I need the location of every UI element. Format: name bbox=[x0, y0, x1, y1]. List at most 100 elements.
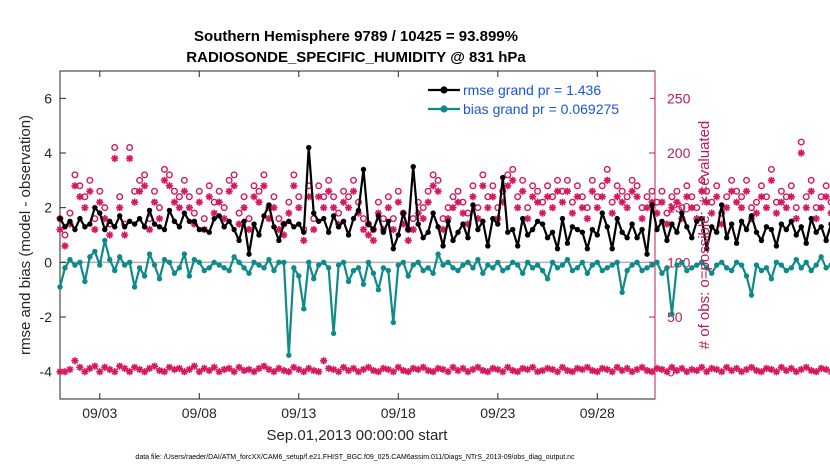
bias-point bbox=[161, 256, 168, 263]
y-right-tick-label: 0 bbox=[667, 364, 675, 380]
obs-evaluated-marker bbox=[165, 182, 174, 190]
obs-lower-marker bbox=[434, 364, 442, 372]
bias-point bbox=[485, 262, 491, 268]
obs-evaluated-marker bbox=[484, 204, 492, 212]
bias-series bbox=[57, 237, 830, 358]
obs-lower-marker bbox=[529, 363, 537, 371]
rmse-point bbox=[723, 235, 730, 241]
bias-point bbox=[181, 251, 188, 257]
obs-lower-marker bbox=[404, 368, 412, 376]
rmse-point bbox=[713, 229, 720, 235]
obs-possible-marker bbox=[698, 176, 706, 184]
rmse-point bbox=[639, 226, 645, 233]
bias-point bbox=[778, 262, 785, 268]
rmse-point bbox=[196, 226, 202, 233]
obs-evaluated-marker bbox=[802, 204, 810, 212]
bias-point bbox=[614, 259, 620, 266]
bias-point bbox=[271, 267, 277, 274]
bias-point bbox=[539, 267, 546, 274]
rmse-point bbox=[166, 207, 173, 214]
obs-lower-marker bbox=[210, 363, 218, 371]
obs-evaluated-marker bbox=[354, 209, 363, 217]
obs-evaluated-marker bbox=[638, 215, 646, 223]
obs-lower-marker bbox=[822, 365, 830, 374]
obs-lower-marker bbox=[459, 364, 467, 372]
obs-evaluated-marker bbox=[732, 198, 741, 206]
obs-evaluated-marker bbox=[663, 220, 671, 228]
obs-possible-marker bbox=[379, 215, 387, 223]
rmse-point bbox=[370, 226, 377, 233]
rmse-point bbox=[505, 229, 511, 235]
obs-lower-marker bbox=[568, 368, 577, 376]
obs-lower-marker bbox=[354, 368, 363, 376]
obs-lower-marker bbox=[703, 368, 711, 376]
obs-lower-marker bbox=[359, 365, 368, 374]
obs-possible-marker bbox=[195, 187, 203, 195]
rmse-point bbox=[325, 229, 332, 235]
obs-evaluated-marker bbox=[235, 220, 243, 228]
rmse-point bbox=[82, 224, 88, 230]
legend-bias-label: bias grand pr = 0.069275 bbox=[463, 101, 619, 117]
bias-point bbox=[495, 259, 501, 266]
obs-evaluated-marker bbox=[538, 209, 547, 217]
obs-evaluated-marker bbox=[81, 204, 89, 212]
obs-evaluated-marker bbox=[444, 215, 452, 223]
rmse-point bbox=[758, 237, 765, 244]
rmse-point bbox=[430, 210, 436, 216]
obs-possible-marker bbox=[534, 187, 542, 195]
bias-point bbox=[664, 265, 670, 271]
bias-point bbox=[529, 265, 536, 271]
obs-lower-marker bbox=[389, 368, 397, 376]
bias-point bbox=[564, 256, 571, 263]
rmse-point bbox=[395, 232, 401, 238]
bias-point bbox=[559, 262, 566, 268]
bias-point bbox=[679, 259, 685, 266]
rmse-point bbox=[728, 221, 735, 227]
obs-evaluated-marker bbox=[653, 209, 661, 217]
obs-lower-marker bbox=[200, 364, 208, 372]
bias-point bbox=[186, 273, 193, 279]
rmse-point bbox=[206, 229, 212, 235]
obs-possible-marker bbox=[618, 187, 626, 195]
plot-area bbox=[59, 70, 656, 400]
obs-lower-marker bbox=[369, 366, 378, 375]
rmse-point bbox=[320, 215, 327, 222]
y-tick-label: -2 bbox=[40, 309, 53, 325]
obs-evaluated-marker bbox=[230, 182, 238, 190]
obs-lower-marker bbox=[165, 363, 174, 371]
obs-lower-marker bbox=[708, 364, 716, 372]
obs-possible-marker bbox=[419, 204, 427, 212]
obs-possible-marker bbox=[126, 144, 134, 152]
obs-lower-marker bbox=[106, 365, 114, 374]
rmse-point bbox=[763, 224, 770, 230]
bias-point bbox=[584, 270, 591, 276]
obs-lower-marker bbox=[509, 366, 517, 375]
obs-possible-marker bbox=[743, 176, 751, 184]
obs-lower-marker bbox=[449, 363, 457, 371]
bias-point bbox=[510, 259, 516, 266]
obs-evaluated-marker bbox=[792, 215, 800, 223]
obs-possible-marker bbox=[250, 182, 258, 190]
rmse-point bbox=[57, 215, 63, 222]
obs-lower-marker bbox=[364, 363, 373, 371]
bias-point bbox=[430, 270, 436, 276]
bias-point bbox=[599, 267, 605, 274]
obs-evaluated-marker bbox=[728, 187, 736, 195]
obs-evaluated-marker bbox=[180, 187, 188, 195]
rmse-point bbox=[141, 224, 148, 230]
obs-evaluated-marker bbox=[96, 198, 104, 206]
obs-lower-marker bbox=[394, 363, 402, 371]
bias-point bbox=[803, 259, 809, 266]
obs-evaluated-marker bbox=[598, 193, 606, 201]
obs-lower-marker bbox=[583, 363, 591, 371]
obs-lower-marker bbox=[638, 363, 646, 371]
bias-point bbox=[216, 262, 222, 268]
obs-possible-marker bbox=[658, 187, 666, 195]
obs-possible-marker bbox=[807, 176, 815, 184]
bias-point bbox=[97, 262, 103, 268]
obs-evaluated-marker bbox=[718, 220, 726, 228]
obs-possible-marker bbox=[623, 193, 631, 201]
obs-lower-marker bbox=[270, 368, 278, 376]
bias-point bbox=[62, 265, 68, 271]
obs-possible-marker bbox=[822, 182, 830, 190]
